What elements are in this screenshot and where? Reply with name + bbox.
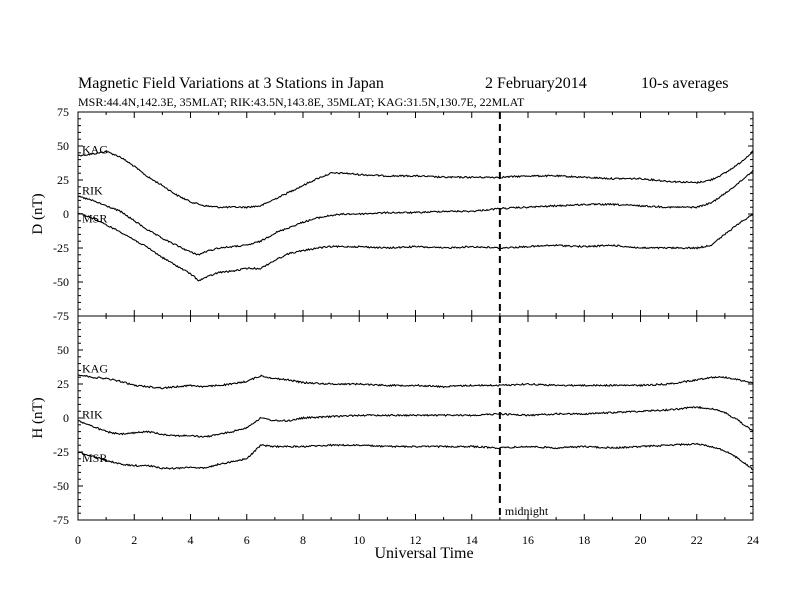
y-tick-label-H: 50 [57,343,69,357]
y-tick-label-H: 0 [63,411,69,425]
labels-layer: -75 -50 -25 0 25 50 75 D (nT) KAG RIK MSR -75 -50 -25… [30,105,759,547]
panel-frame-H [77,315,754,521]
x-tick-label: 12 [410,533,422,547]
grid-layer [77,111,754,521]
y-axis-label-H: H (nT) [30,397,46,438]
y-tick-label-H: -25 [53,445,69,459]
chart-title: Magnetic Field Variations at 3 Stations … [78,75,384,92]
y-tick-label-D: 50 [57,139,69,153]
series-label-msr-D: MSR [82,212,107,226]
y-axis-label-D: D (nT) [30,193,46,234]
midnight-marker-label: midnight [505,504,549,518]
series-kag-D [77,150,754,209]
x-axis-label: Universal Time [374,545,473,562]
y-tick-label-D: 25 [57,173,69,187]
y-tick-label-D: 0 [63,207,69,221]
x-tick-label: 4 [188,533,194,547]
y-tick-label-H: -50 [53,479,69,493]
x-tick-label: 8 [300,533,306,547]
y-tick-label-D: 75 [57,105,69,119]
x-tick-label: 16 [522,533,534,547]
series-kag-H [77,374,754,390]
chart-date: 2 February2014 [485,75,587,92]
series-label-rik-D: RIK [82,183,103,197]
series-label-kag-D: KAG [82,143,108,157]
x-tick-label: 0 [75,533,81,547]
y-tick-label-D: -50 [53,275,69,289]
x-tick-label: 20 [635,533,647,547]
series-label-kag-H: KAG [82,361,108,375]
x-tick-label: 6 [244,533,250,547]
x-tick-label: 14 [466,533,478,547]
series-msr-D [77,212,754,282]
series-rik-D [77,169,754,256]
y-tick-label-D: -25 [53,241,69,255]
chart-averaging: 10-s averages [641,75,729,92]
series-label-rik-H: RIK [82,408,103,422]
y-tick-label-D: -75 [53,309,69,323]
x-tick-label: 10 [353,533,365,547]
panel-frame-D [77,111,754,317]
station-coordinates: MSR:44.4N,142.3E, 35MLAT; RIK:43.5N,143.… [78,95,525,109]
series-label-msr-H: MSR [82,451,107,465]
x-tick-label: 24 [747,533,759,547]
x-tick-label: 2 [131,533,137,547]
series-rik-H [77,405,754,438]
series-msr-H [77,442,754,471]
y-tick-label-H: 25 [57,377,69,391]
x-tick-label: 22 [691,533,703,547]
x-tick-label: 18 [578,533,590,547]
series-layer [77,112,754,520]
y-tick-label-H: -75 [53,513,69,527]
